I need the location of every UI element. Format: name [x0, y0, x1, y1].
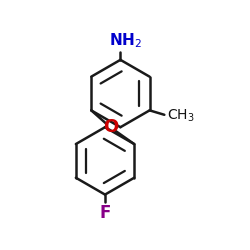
Text: F: F: [99, 204, 111, 222]
Text: NH$_2$: NH$_2$: [109, 32, 142, 50]
Text: O: O: [103, 118, 118, 136]
Text: CH$_3$: CH$_3$: [167, 108, 195, 124]
